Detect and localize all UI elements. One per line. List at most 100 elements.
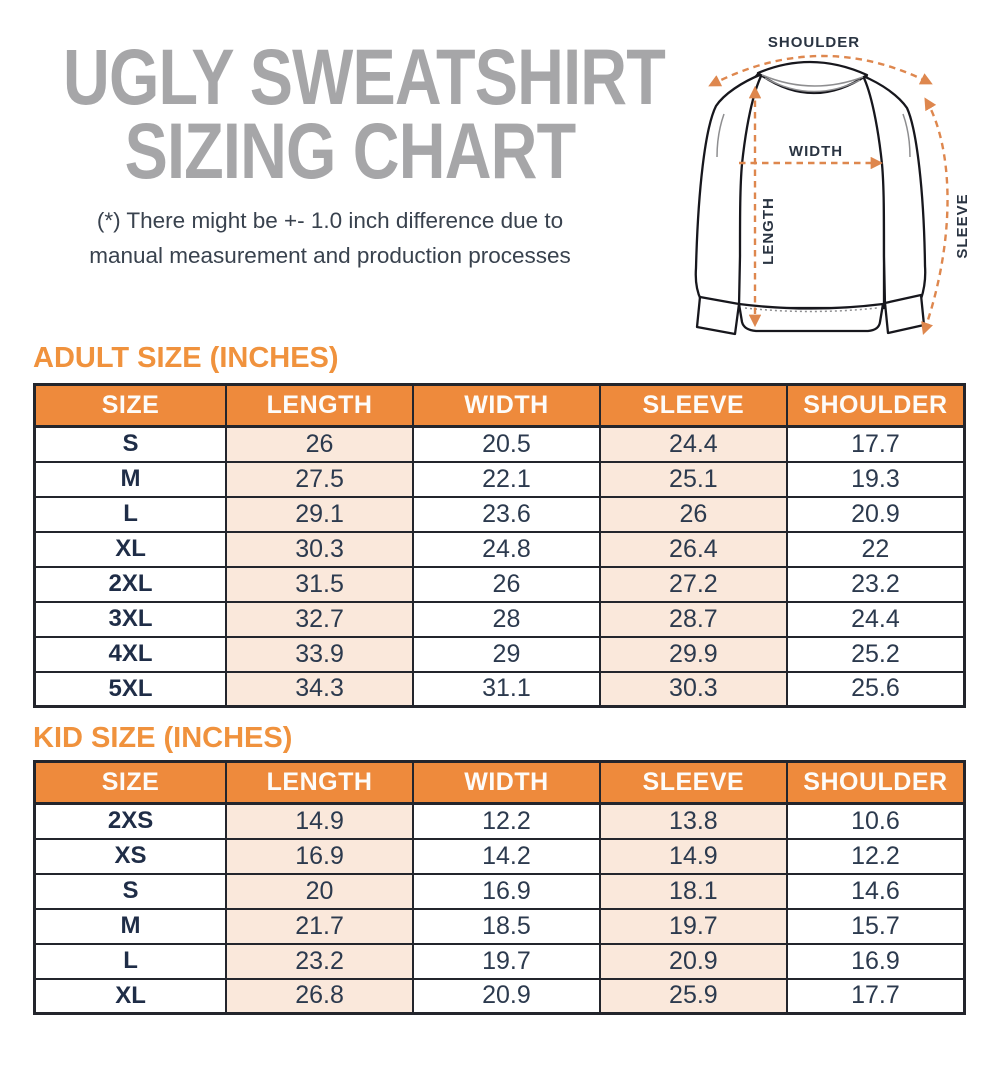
- value-cell: 20.9: [785, 495, 966, 533]
- size-cell: 3XL: [33, 600, 228, 638]
- size-cell: S: [33, 872, 228, 910]
- table-row: 2XL 31.5 26 27.2 23.2: [33, 565, 966, 603]
- value-cell: 33.9: [225, 635, 414, 673]
- size-cell: L: [33, 942, 228, 980]
- size-cell: 2XS: [33, 802, 228, 840]
- size-cell: XL: [33, 977, 228, 1015]
- size-cell: M: [33, 460, 228, 498]
- value-cell: 30.3: [598, 670, 788, 708]
- column-header: LENGTH: [225, 760, 414, 805]
- value-cell: 29.9: [598, 635, 788, 673]
- value-cell: 24.8: [412, 530, 601, 568]
- value-cell: 22: [785, 530, 966, 568]
- table-row: 4XL 33.9 29 29.9 25.2: [33, 635, 966, 673]
- value-cell: 13.8: [598, 802, 788, 840]
- sleeve-label: SLEEVE: [954, 193, 971, 258]
- value-cell: 31.1: [412, 670, 601, 708]
- table-row: M 27.5 22.1 25.1 19.3: [33, 460, 966, 498]
- value-cell: 27.5: [225, 460, 414, 498]
- table-row: 3XL 32.7 28 28.7 24.4: [33, 600, 966, 638]
- disclaimer-line-2: manual measurement and production proces…: [89, 242, 571, 268]
- value-cell: 23.2: [225, 942, 414, 980]
- size-cell: S: [33, 425, 228, 463]
- value-cell: 19.3: [785, 460, 966, 498]
- table-row: XL 30.3 24.8 26.4 22: [33, 530, 966, 568]
- table-row: 5XL 34.3 31.1 30.3 25.6: [33, 670, 966, 708]
- value-cell: 21.7: [225, 907, 414, 945]
- value-cell: 24.4: [598, 425, 788, 463]
- value-cell: 30.3: [225, 530, 414, 568]
- value-cell: 32.7: [225, 600, 414, 638]
- value-cell: 26: [598, 495, 788, 533]
- value-cell: 16.9: [785, 942, 966, 980]
- column-header: LENGTH: [225, 383, 414, 428]
- size-cell: 4XL: [33, 635, 228, 673]
- header-row: SIZE LENGTH WIDTH SLEEVE SHOULDER: [33, 383, 966, 428]
- table-row: L 23.2 19.7 20.9 16.9: [33, 942, 966, 980]
- length-label: LENGTH: [760, 197, 777, 265]
- column-header: SLEEVE: [598, 760, 788, 805]
- shoulder-measure-arrow: [708, 54, 933, 87]
- header-row: SIZE LENGTH WIDTH SLEEVE SHOULDER: [33, 760, 966, 805]
- value-cell: 25.9: [598, 977, 788, 1015]
- value-cell: 28.7: [598, 600, 788, 638]
- sweatshirt-diagram-svg: SHOULDER WIDTH LENGTH SLEEVE: [694, 34, 971, 336]
- value-cell: 12.2: [412, 802, 601, 840]
- value-cell: 20: [225, 872, 414, 910]
- value-cell: 26.4: [598, 530, 788, 568]
- value-cell: 10.6: [785, 802, 966, 840]
- page-title-line-2: SIZING CHART: [124, 106, 577, 196]
- value-cell: 14.9: [225, 802, 414, 840]
- value-cell: 17.7: [785, 425, 966, 463]
- value-cell: 16.9: [225, 837, 414, 875]
- size-cell: 5XL: [33, 670, 228, 708]
- size-cell: XS: [33, 837, 228, 875]
- value-cell: 16.9: [412, 872, 601, 910]
- value-cell: 17.7: [785, 977, 966, 1015]
- value-cell: 34.3: [225, 670, 414, 708]
- sweatshirt-measurement-diagram: SHOULDER WIDTH LENGTH SLEEVE: [666, 16, 1000, 350]
- value-cell: 20.5: [412, 425, 601, 463]
- column-header: SHOULDER: [785, 383, 966, 428]
- value-cell: 26.8: [225, 977, 414, 1015]
- value-cell: 27.2: [598, 565, 788, 603]
- table-row: S 20 16.9 18.1 14.6: [33, 872, 966, 910]
- size-cell: 2XL: [33, 565, 228, 603]
- value-cell: 25.6: [785, 670, 966, 708]
- kid-size-heading: KID SIZE (INCHES): [33, 722, 293, 754]
- value-cell: 20.9: [412, 977, 601, 1015]
- size-cell: M: [33, 907, 228, 945]
- value-cell: 22.1: [412, 460, 601, 498]
- column-header: SHOULDER: [785, 760, 966, 805]
- value-cell: 19.7: [598, 907, 788, 945]
- value-cell: 14.2: [412, 837, 601, 875]
- value-cell: 26: [412, 565, 601, 603]
- value-cell: 31.5: [225, 565, 414, 603]
- table-row: M 21.7 18.5 19.7 15.7: [33, 907, 966, 945]
- value-cell: 29.1: [225, 495, 414, 533]
- table-row: L 29.1 23.6 26 20.9: [33, 495, 966, 533]
- value-cell: 14.9: [598, 837, 788, 875]
- value-cell: 29: [412, 635, 601, 673]
- table-row: XL 26.8 20.9 25.9 17.7: [33, 977, 966, 1015]
- value-cell: 18.1: [598, 872, 788, 910]
- page-title: UGLY SWEATSHIRT SIZING CHART: [0, 32, 700, 196]
- value-cell: 25.2: [785, 635, 966, 673]
- column-header: WIDTH: [412, 383, 601, 428]
- sleeve-measure-arrow: [921, 97, 949, 335]
- value-cell: 26: [225, 425, 414, 463]
- column-header: SIZE: [33, 383, 228, 428]
- column-header: SLEEVE: [598, 383, 788, 428]
- adult-size-heading: ADULT SIZE (INCHES): [33, 342, 339, 374]
- adult-size-table: SIZE LENGTH WIDTH SLEEVE SHOULDER S 26 20.5 24.4…: [33, 383, 966, 708]
- tolerance-disclaimer: (*) There might be +- 1.0 inch differenc…: [10, 204, 650, 274]
- value-cell: 14.6: [785, 872, 966, 910]
- page-title-line-1: UGLY SWEATSHIRT: [63, 32, 666, 121]
- value-cell: 12.2: [785, 837, 966, 875]
- sweatshirt-outline-icon: [694, 60, 927, 336]
- table-row: S 26 20.5 24.4 17.7: [33, 425, 966, 463]
- value-cell: 25.1: [598, 460, 788, 498]
- column-header: WIDTH: [412, 760, 601, 805]
- table-row: XS 16.9 14.2 14.9 12.2: [33, 837, 966, 875]
